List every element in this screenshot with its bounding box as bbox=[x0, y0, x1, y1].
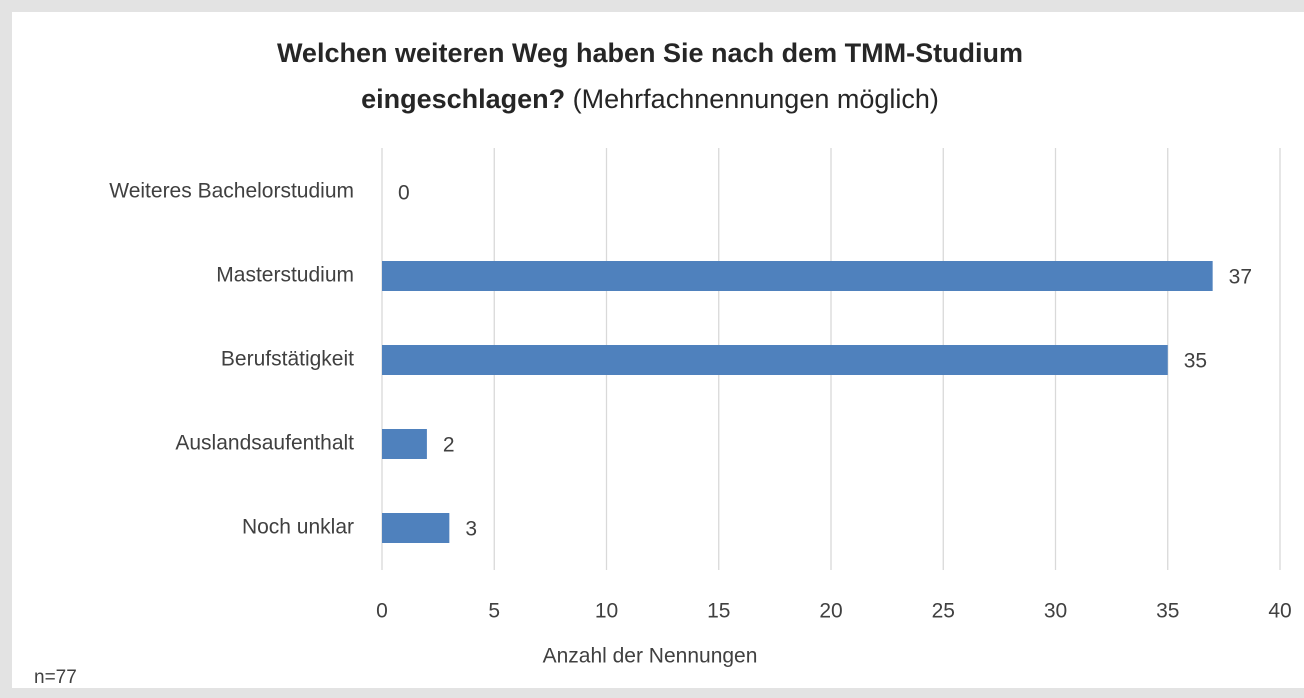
annotation: n=77 bbox=[34, 667, 77, 688]
x-tick-label: 5 bbox=[488, 600, 500, 623]
x-tick-label: 35 bbox=[1156, 600, 1179, 623]
bar bbox=[382, 261, 1213, 291]
x-tick-label: 25 bbox=[932, 600, 955, 623]
y-tick-label: Weiteres Bachelorstudium bbox=[109, 180, 354, 203]
data-label: 37 bbox=[1229, 266, 1252, 289]
y-tick-label: Noch unklar bbox=[242, 516, 354, 539]
x-tick-label: 40 bbox=[1268, 600, 1291, 623]
x-axis-title: Anzahl der Nennungen bbox=[543, 645, 758, 668]
bar bbox=[382, 513, 450, 543]
data-label: 2 bbox=[443, 434, 455, 457]
subtitle: (Mehrfachnennungen möglich) bbox=[572, 84, 939, 114]
x-tick-label: 15 bbox=[707, 600, 730, 623]
x-tick-label: 0 bbox=[376, 600, 388, 623]
x-tick-label: 30 bbox=[1044, 600, 1067, 623]
chart-title: Welchen weiteren Weg haben Sie nach dem … bbox=[230, 30, 1070, 122]
data-label: 35 bbox=[1184, 350, 1207, 373]
title: Welchen weiteren Weg haben Sie nach dem … bbox=[276, 38, 1024, 114]
data-label: 0 bbox=[398, 182, 410, 205]
y-tick-label: Auslandsaufenthalt bbox=[175, 432, 354, 455]
bar bbox=[382, 429, 427, 459]
data-label: 3 bbox=[465, 518, 477, 541]
bar bbox=[382, 345, 1168, 375]
x-tick-label: 20 bbox=[819, 600, 842, 623]
y-tick-label: Masterstudium bbox=[216, 264, 354, 287]
y-tick-label: Berufstätigkeit bbox=[221, 348, 354, 371]
x-tick-label: 10 bbox=[595, 600, 618, 623]
